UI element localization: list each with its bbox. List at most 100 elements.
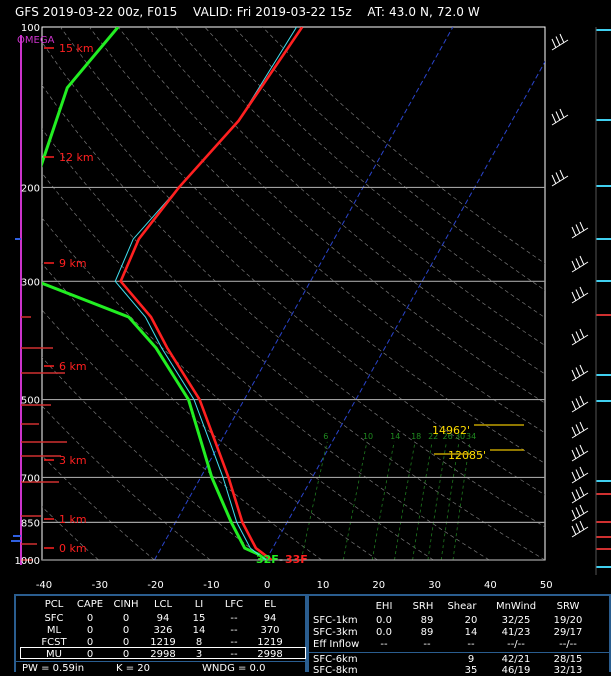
barb-flag <box>580 329 584 338</box>
pressure-tick-label: 1000 <box>15 556 40 567</box>
parcel-col-header: LI <box>195 599 204 610</box>
mixing-ratio-label: 10 <box>363 432 373 441</box>
mixing-ratio-line <box>343 442 367 560</box>
kin-cell: --/-- <box>507 639 525 650</box>
freezing-isotherm <box>266 27 564 560</box>
barb-flag <box>576 399 580 408</box>
dry-adiabat <box>0 27 99 560</box>
dry-adiabat <box>3 27 601 560</box>
barb-flag <box>580 256 584 265</box>
barb-flag <box>572 261 576 270</box>
pressure-tick-label: 850 <box>21 518 40 529</box>
x-tick-label: 0 <box>264 580 270 591</box>
mixing-ratio-line <box>301 442 327 560</box>
parcel-col-header: CAPE <box>77 599 103 610</box>
pressure-tick-label: 700 <box>21 473 40 484</box>
wind-barb <box>572 365 588 381</box>
kin-col-header: Shear <box>447 601 476 612</box>
kin-row-label: SFC-1km <box>313 615 358 626</box>
dry-adiabat <box>176 27 611 560</box>
barb-flag <box>576 508 580 517</box>
barb-flag <box>552 175 556 184</box>
mixing-ratio-line <box>428 442 447 560</box>
x-tick-label: 30 <box>428 580 441 591</box>
parcel-col-header: EL <box>264 599 276 610</box>
height-label: 12 km <box>59 151 94 164</box>
barb-flag <box>576 524 580 533</box>
dry-adiabat <box>60 27 611 560</box>
kin-cell: 9 <box>468 654 474 665</box>
barb-flag <box>572 427 576 436</box>
mixing-ratio-line <box>372 442 394 560</box>
mu-highlight <box>20 647 306 659</box>
freezing-level-label: 14962' <box>432 424 470 437</box>
kin-cell: -- <box>380 639 387 650</box>
x-tick-label: 20 <box>372 580 385 591</box>
dry-adiabat <box>205 27 611 560</box>
kin-cell: -- <box>423 639 430 650</box>
omega-label: OMEGA <box>17 35 55 46</box>
kin-col-header: SRH <box>413 601 434 612</box>
barb-flag <box>576 332 580 341</box>
barb-flag <box>560 109 564 118</box>
kin-cell: 0.0 <box>376 627 392 638</box>
barb-flag <box>572 492 576 501</box>
barb-flag <box>556 112 560 121</box>
barb-flag <box>572 510 576 519</box>
x-tick-label: -20 <box>147 580 163 591</box>
clipped-grid <box>0 27 611 560</box>
pressure-tick-label: 200 <box>21 183 40 194</box>
dewpoint-profile <box>34 27 266 560</box>
kin-row-label: SFC-3km <box>313 627 358 638</box>
dry-adiabat <box>0 27 545 560</box>
barb-flag <box>560 34 564 43</box>
barb-flag <box>576 490 580 499</box>
surface-dewpoint-label: 32F <box>256 553 279 566</box>
barb-flag <box>560 170 564 179</box>
parcel-col-header: LCL <box>154 599 172 610</box>
kin-cell: 14 <box>465 627 478 638</box>
wetbulb-profile <box>115 27 296 560</box>
barb-flag <box>580 287 584 296</box>
wind-barb <box>572 396 588 412</box>
grid-layer <box>0 27 611 560</box>
kin-cell: 41/23 <box>502 627 531 638</box>
kin-cell: 20 <box>465 615 478 626</box>
wind-barb <box>572 467 588 483</box>
kin-row-label: Eff Inflow <box>313 639 359 650</box>
surface-temperature-label: 33F <box>285 553 308 566</box>
barb-flag <box>580 505 584 514</box>
mixing-ratio-line <box>413 442 433 560</box>
parcel-cell: SFC <box>44 613 63 624</box>
dry-adiabat <box>31 27 611 560</box>
parcel-footer: PW = 0.59in <box>22 663 84 674</box>
mixing-ratio-label: 14 <box>390 432 400 441</box>
wind-barb <box>552 34 568 50</box>
parcel-col-header: LFC <box>225 599 243 610</box>
mixing-ratio-label: 18 <box>411 432 421 441</box>
parcel-cell: -- <box>230 625 237 636</box>
barb-flag <box>580 396 584 405</box>
dry-adiabat <box>147 27 611 560</box>
dry-adiabat <box>234 27 611 560</box>
barb-flag <box>576 290 580 299</box>
kin-col-header: MnWind <box>496 601 536 612</box>
parcel-footer: K = 20 <box>116 663 150 674</box>
parcel-cell: 0 <box>123 625 129 636</box>
barb-flag <box>572 450 576 459</box>
dry-adiabat <box>0 27 489 560</box>
dry-adiabat <box>118 27 611 560</box>
barb-flag <box>556 37 560 46</box>
barb-flag <box>580 365 584 374</box>
barb-flag <box>576 225 580 234</box>
kin-cell: 89 <box>421 627 434 638</box>
wind-barb <box>572 487 588 503</box>
series-layer <box>34 27 302 560</box>
wind-barb <box>572 287 588 303</box>
parcel-footer: WNDG = 0.0 <box>202 663 265 674</box>
parcel-col-header: PCL <box>45 599 64 610</box>
barb-flag <box>580 222 584 231</box>
plot-frame <box>42 27 545 560</box>
kin-row-label: SFC-6km <box>313 654 358 665</box>
